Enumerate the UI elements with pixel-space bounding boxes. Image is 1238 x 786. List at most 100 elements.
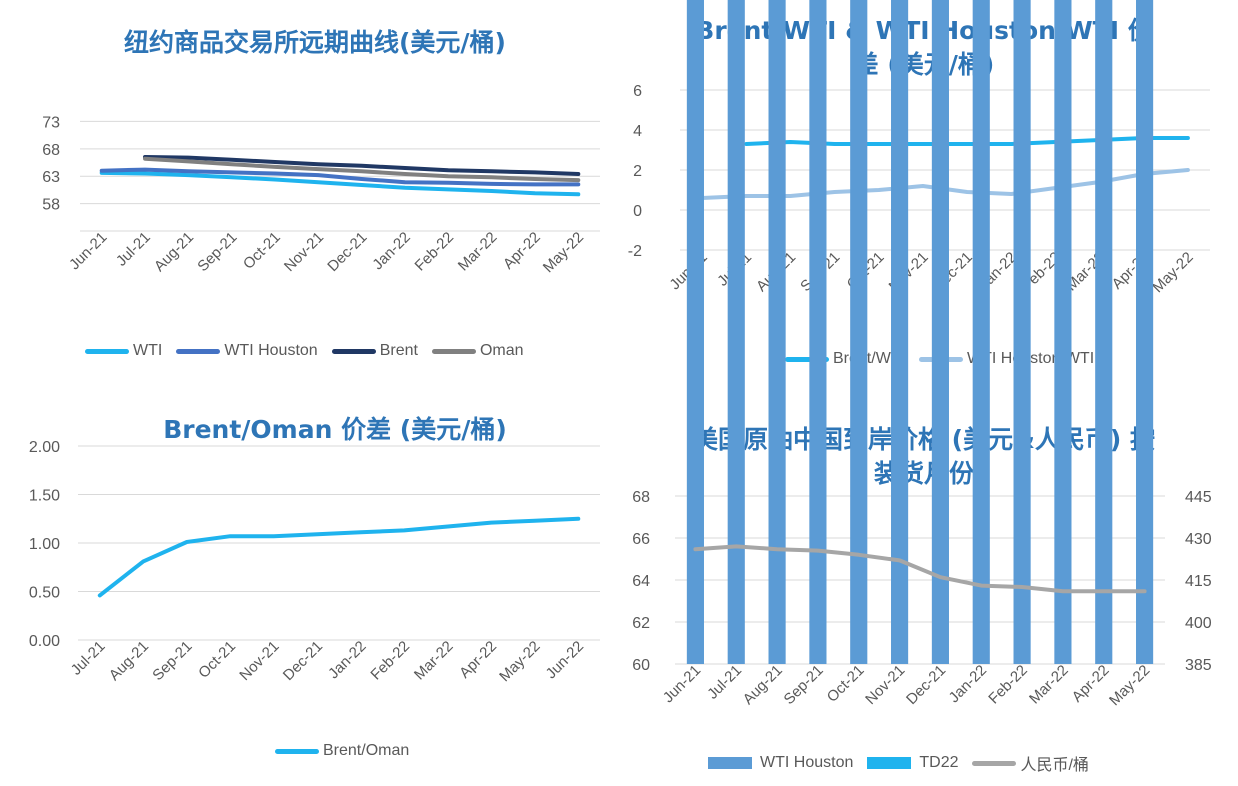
chart-title: Brent/Oman 价差 (美元/桶) bbox=[110, 413, 560, 447]
data-point bbox=[359, 530, 363, 534]
legend-item: 人民币/桶 bbox=[972, 751, 1089, 775]
x-tick-label: Mar-22 bbox=[1026, 662, 1072, 708]
data-point bbox=[533, 191, 537, 195]
data-point bbox=[273, 178, 277, 182]
chart-legend: Brent/Oman bbox=[275, 742, 423, 760]
y-tick-label: 0.00 bbox=[29, 633, 60, 650]
x-tick-label: May-22 bbox=[496, 638, 543, 685]
data-point bbox=[965, 190, 969, 194]
x-tick-label: Jan-22 bbox=[946, 662, 990, 706]
legend-swatch bbox=[785, 356, 829, 362]
data-point bbox=[1186, 136, 1190, 140]
data-point bbox=[143, 168, 147, 172]
series-line bbox=[99, 170, 581, 197]
y-tick-label: 73 bbox=[42, 114, 60, 131]
data-point bbox=[576, 192, 580, 196]
x-tick-label: May-22 bbox=[1149, 249, 1196, 296]
chart-panel-nymex-forward: 纽约商品交易所远期曲线(美元/桶) 73 68 63 58 Jun-21 Jul-21 Au… bbox=[0, 0, 620, 393]
x-tick-label: Jun-21 bbox=[660, 662, 704, 706]
legend-item: Brent/WTI bbox=[785, 350, 905, 368]
chart-title-text: 纽约商品交易所远期曲线(美元/桶) bbox=[124, 28, 506, 57]
data-point bbox=[1009, 192, 1013, 196]
data-point bbox=[316, 167, 320, 171]
y-tick-label: 2.00 bbox=[29, 439, 60, 456]
data-point bbox=[1186, 168, 1190, 172]
series-line bbox=[99, 167, 581, 187]
data-point bbox=[402, 528, 406, 532]
y2-tick-label: 445 bbox=[1185, 489, 1212, 506]
x-tick-label: Jul-21 bbox=[113, 229, 154, 270]
data-point bbox=[979, 584, 983, 588]
x-tick-label: Feb-22 bbox=[412, 229, 458, 275]
data-point bbox=[316, 173, 320, 177]
data-point bbox=[490, 175, 494, 179]
y-tick-label: 68 bbox=[632, 489, 650, 506]
x-tick-label: Jun-21 bbox=[66, 229, 110, 273]
data-point bbox=[446, 174, 450, 178]
x-tick-label: Apr-22 bbox=[500, 229, 544, 273]
y-tick-label: 0.50 bbox=[29, 585, 60, 602]
legend-label: WTI Houston bbox=[224, 342, 318, 359]
chart-legend: WTI Houston TD22 人民币/桶 bbox=[708, 751, 1103, 775]
data-point bbox=[403, 186, 407, 190]
data-point bbox=[186, 169, 190, 173]
x-tick-label: Sep-21 bbox=[194, 229, 240, 275]
data-point bbox=[230, 170, 234, 174]
x-tick-label: Apr-22 bbox=[456, 638, 500, 682]
data-point bbox=[273, 165, 277, 169]
bar-segment bbox=[686, 0, 704, 664]
chart-title-text: Brent/Oman 价差 (美元/桶) bbox=[163, 415, 507, 444]
data-point bbox=[230, 175, 234, 179]
x-tick-label: Dec-21 bbox=[324, 229, 370, 275]
data-point bbox=[938, 575, 942, 579]
y-tick-label: -2 bbox=[628, 243, 642, 260]
data-point bbox=[1143, 589, 1147, 593]
x-tick-label: Apr-22 bbox=[1069, 662, 1113, 706]
legend-label: Brent bbox=[379, 342, 418, 359]
data-point bbox=[186, 159, 190, 163]
y-tick-label: 60 bbox=[632, 657, 650, 674]
data-point bbox=[360, 183, 364, 187]
legend-label: Brent/Oman bbox=[323, 742, 410, 759]
y2-tick-label: 385 bbox=[1185, 657, 1212, 674]
data-point bbox=[446, 168, 450, 172]
legend-label: 人民币/桶 bbox=[1020, 757, 1089, 774]
legend-swatch bbox=[431, 348, 476, 354]
x-tick-label: Aug-21 bbox=[151, 229, 197, 275]
x-tick-label: Oct-21 bbox=[195, 638, 239, 682]
chart-legend: WTI WTI Houston Brent Oman bbox=[85, 342, 538, 360]
x-tick-label: Nov-21 bbox=[236, 638, 282, 684]
data-point bbox=[877, 188, 881, 192]
x-tick-label: Sep-21 bbox=[149, 638, 195, 684]
x-tick-label: Nov-21 bbox=[862, 662, 908, 708]
data-point bbox=[446, 187, 450, 191]
bar-segment bbox=[891, 0, 909, 664]
y-tick-label: 66 bbox=[632, 531, 650, 548]
data-point bbox=[857, 553, 861, 557]
data-point bbox=[186, 156, 190, 160]
y-tick-label: 4 bbox=[633, 123, 642, 140]
data-point bbox=[877, 142, 881, 146]
data-point bbox=[315, 532, 319, 536]
x-tick-label: Dec-21 bbox=[903, 662, 949, 708]
legend-label: WTI bbox=[133, 342, 163, 359]
data-point bbox=[360, 164, 364, 168]
y-tick-label: 62 bbox=[632, 615, 650, 632]
bar-segment bbox=[1013, 0, 1031, 664]
y-tick-label: 68 bbox=[42, 142, 60, 159]
data-point bbox=[576, 182, 580, 186]
legend-swatch bbox=[972, 760, 1017, 766]
legend-swatch bbox=[867, 757, 912, 769]
data-point bbox=[744, 142, 748, 146]
x-tick-label: Sep-21 bbox=[781, 662, 827, 708]
data-point bbox=[490, 182, 494, 186]
bar-segment bbox=[972, 0, 990, 664]
x-tick-label: Aug-21 bbox=[740, 662, 786, 708]
y-tick-label: 0 bbox=[633, 203, 642, 220]
y2-tick-label: 430 bbox=[1185, 531, 1212, 548]
data-point bbox=[141, 559, 145, 563]
x-tick-label: Dec-21 bbox=[280, 638, 326, 684]
data-point bbox=[576, 172, 580, 176]
